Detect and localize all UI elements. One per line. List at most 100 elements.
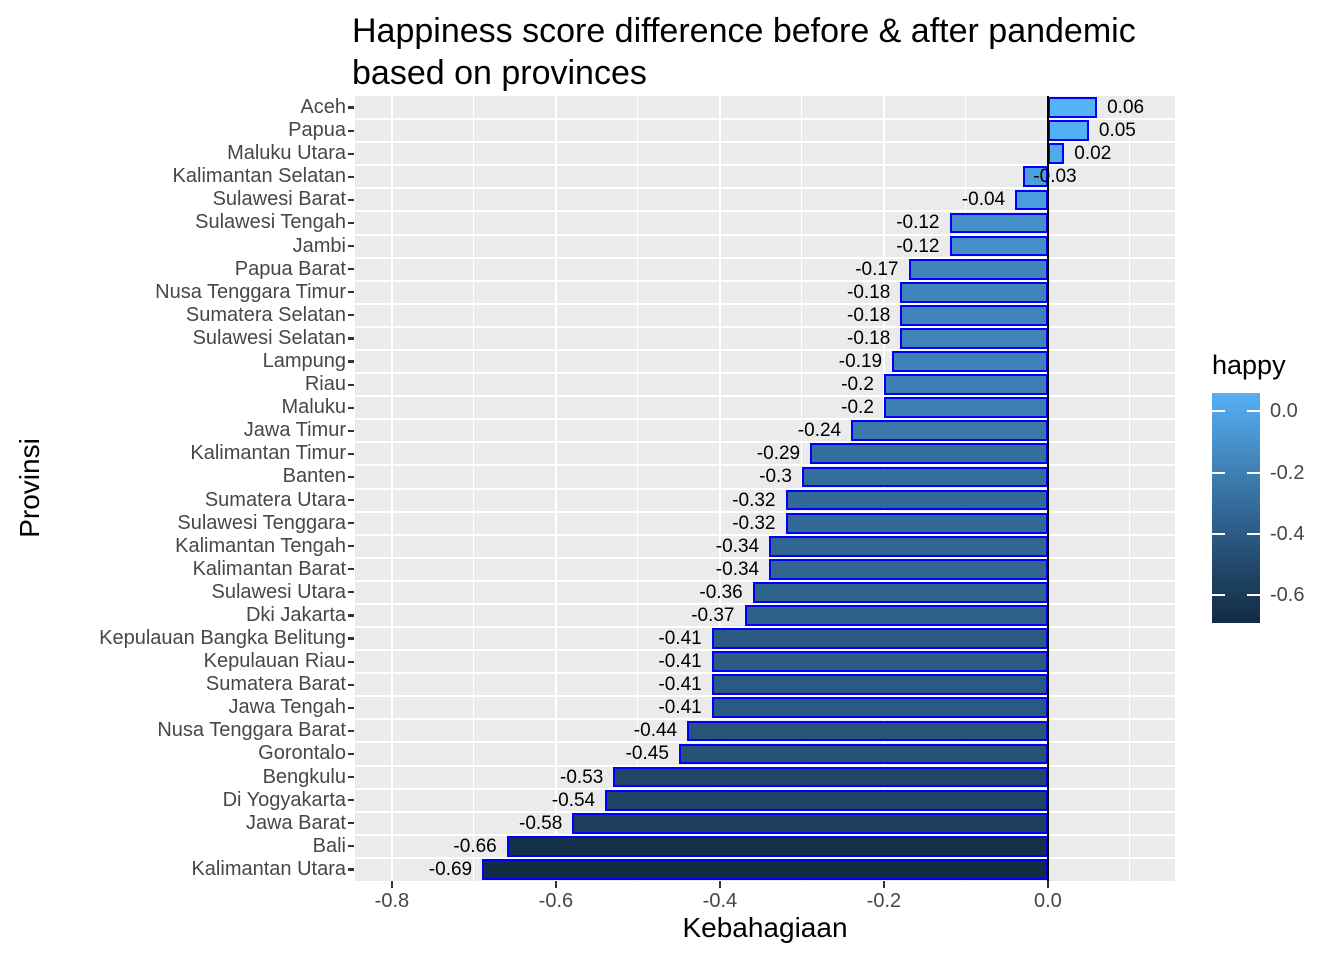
- y-axis-tick: [348, 660, 354, 663]
- y-axis-tick: [348, 522, 354, 525]
- y-axis-tick: [348, 244, 354, 248]
- y-axis-tick-label: Kalimantan Timur: [190, 442, 346, 465]
- y-axis-tick-label: Jambi: [292, 234, 346, 257]
- y-axis-tick: [348, 337, 354, 340]
- x-axis-title: Kebahagiaan: [682, 912, 848, 943]
- y-axis-tick-label: Jawa Barat: [245, 811, 346, 834]
- y-axis-tick-label: Dki Jakarta: [245, 603, 346, 626]
- y-axis-tick-label: Sumatera Utara: [204, 488, 346, 511]
- h-gridline: [355, 441, 1175, 444]
- v-gridline-major: [718, 96, 721, 881]
- y-axis-tick: [348, 406, 354, 409]
- legend-tick-label: 0.0: [1270, 400, 1298, 423]
- legend-tick-label: -0.6: [1270, 584, 1305, 607]
- x-axis-tick: [882, 881, 885, 888]
- h-gridline: [355, 233, 1175, 236]
- h-gridline: [355, 695, 1175, 698]
- h-gridline: [355, 833, 1175, 836]
- y-axis-tick: [348, 221, 354, 225]
- bar: [711, 651, 1048, 673]
- y-axis-tick-label: Kalimantan Tengah: [175, 534, 346, 557]
- y-axis-tick-label: Kalimantan Utara: [191, 857, 346, 880]
- bar: [785, 512, 1048, 534]
- bar: [769, 535, 1048, 557]
- y-axis-tick-label: Nusa Tenggara Timur: [155, 280, 346, 303]
- y-axis-tick: [348, 106, 354, 109]
- y-axis-tick-label: Kepulauan Riau: [203, 650, 346, 673]
- h-gridline: [355, 395, 1175, 398]
- y-axis-tick: [348, 475, 354, 479]
- bar: [678, 743, 1048, 765]
- bar: [711, 674, 1048, 696]
- h-gridline: [355, 464, 1175, 467]
- v-gridline-major: [554, 96, 557, 881]
- bar: [613, 766, 1048, 788]
- bar: [900, 328, 1048, 349]
- bar: [1047, 143, 1065, 165]
- h-gridline: [355, 487, 1175, 490]
- bar: [892, 351, 1048, 372]
- h-gridline: [355, 649, 1175, 652]
- h-gridline: [355, 533, 1175, 536]
- bar: [801, 466, 1048, 488]
- bar: [1023, 166, 1048, 188]
- x-axis-tick-label: -0.4: [702, 890, 738, 912]
- y-axis-tick-label: Lampung: [262, 349, 346, 372]
- y-axis-tick: [348, 314, 354, 317]
- y-axis-tick-label: Sulawesi Tenggara: [177, 511, 346, 534]
- y-axis-tick-label: Kalimantan Selatan: [172, 165, 346, 188]
- bar: [1047, 120, 1089, 141]
- legend-title: happy: [1212, 350, 1286, 380]
- v-gridline-minor: [1129, 96, 1131, 881]
- bar: [851, 420, 1048, 442]
- h-gridline: [355, 348, 1175, 351]
- v-gridline-major: [882, 96, 885, 881]
- h-gridline: [355, 602, 1175, 605]
- h-gridline: [355, 764, 1175, 767]
- y-axis-tick: [348, 175, 354, 178]
- y-axis-tick-label: Sulawesi Barat: [212, 188, 346, 211]
- y-axis-tick-label: Riau: [304, 373, 346, 396]
- y-axis-tick-label: Aceh: [300, 96, 346, 118]
- legend-tick: [1247, 594, 1260, 597]
- h-gridline: [355, 279, 1175, 282]
- y-axis-tick: [348, 198, 354, 201]
- bar: [785, 489, 1048, 511]
- h-gridline: [355, 118, 1175, 121]
- y-axis-tick-label: Gorontalo: [258, 742, 346, 765]
- bar: [744, 605, 1048, 626]
- bar: [900, 304, 1048, 326]
- y-axis-tick: [348, 591, 354, 594]
- legend-tick: [1212, 532, 1225, 536]
- y-axis-tick: [348, 452, 354, 455]
- legend-tick: [1247, 410, 1260, 413]
- v-gridline-major: [390, 96, 393, 881]
- y-axis-tick: [348, 152, 354, 155]
- h-gridline: [355, 164, 1175, 167]
- y-axis-tick-label: Sulawesi Utara: [211, 580, 346, 603]
- y-axis-tick-label: Sumatera Barat: [205, 673, 346, 696]
- bar: [711, 628, 1048, 649]
- y-axis-tick: [348, 822, 354, 825]
- bar: [949, 212, 1048, 234]
- legend-tick: [1247, 532, 1260, 536]
- x-axis-tick: [554, 881, 557, 888]
- v-gridline-minor: [965, 96, 967, 881]
- h-gridline: [355, 626, 1175, 629]
- y-axis-tick-label: Jawa Timur: [243, 419, 346, 442]
- bar: [769, 558, 1048, 580]
- y-axis-tick: [348, 429, 354, 432]
- h-gridline: [355, 418, 1175, 421]
- x-axis-tick: [718, 881, 721, 888]
- y-axis-tick-label: Jawa Tengah: [228, 696, 347, 719]
- legend-tick: [1212, 410, 1225, 413]
- chart-title: Happiness score difference before & afte…: [352, 12, 1136, 92]
- y-axis-tick: [348, 799, 354, 802]
- y-axis-tick: [348, 383, 354, 386]
- bar: [572, 812, 1048, 834]
- h-gridline: [355, 141, 1175, 144]
- v-gridline-minor: [637, 96, 639, 881]
- y-axis-tick: [348, 129, 354, 132]
- legend-tick: [1247, 471, 1260, 474]
